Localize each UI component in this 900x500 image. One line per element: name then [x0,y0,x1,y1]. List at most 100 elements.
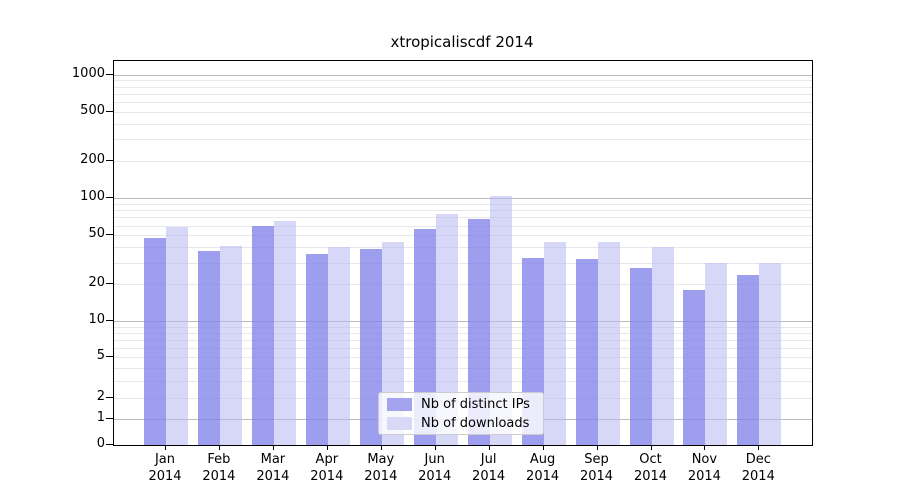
y-tick-mark-2 [106,396,113,398]
x-tick-month: Oct [639,452,662,467]
bar-downloads-sep [597,242,620,445]
minor-gridline-3 [114,381,812,382]
legend: Nb of distinct IPs Nb of downloads [378,392,544,435]
x-tick-month: Mar [260,452,286,467]
minor-gridline-700 [114,93,812,95]
bar-downloads-jan [166,227,188,445]
minor-gridline-20 [114,284,812,286]
minor-gridline-300 [114,139,812,141]
y-tick-label-500: 500 [80,102,105,118]
x-tick-mark-jan [165,445,166,450]
minor-gridline-7 [114,339,812,341]
x-tick-label-jul: Jul 2014 [459,451,519,485]
y-tick-mark-1 [106,418,113,420]
bar-ips-feb [197,251,220,445]
bar-downloads-nov [705,262,728,445]
x-tick-year: 2014 [633,469,668,484]
x-tick-month: Jul [480,452,497,467]
minor-gridline-70 [114,217,812,219]
y-tick-mark-0 [106,444,113,445]
legend-item-downloads: Nb of downloads [387,416,543,431]
x-tick-mark-may [380,445,382,450]
y-tick-label-10: 10 [88,312,105,328]
x-tick-year: 2014 [364,469,398,484]
minor-gridline-5 [114,356,812,358]
x-tick-month: Feb [207,452,231,467]
minor-gridline-400 [114,123,812,125]
x-tick-mark-jun [434,445,436,450]
x-tick-label-feb: Feb 2014 [189,451,249,485]
bar-downloads-feb [219,245,242,445]
x-tick-label-jun: Jun 2014 [405,451,465,485]
x-tick-label-mar: Mar 2014 [243,451,303,485]
x-tick-mark-oct [650,445,652,450]
x-tick-label-aug: Aug 2014 [513,451,573,485]
x-tick-label-may: May 2014 [351,451,411,485]
y-tick-label-1000: 1000 [71,65,105,81]
bar-ips-sep [575,259,598,445]
y-tick-label-0: 0 [96,436,105,451]
y-tick-mark-50 [106,234,113,236]
bar-downloads-oct [651,247,674,445]
x-tick-month: May [367,452,395,467]
bar-ips-mar [251,225,274,445]
bar-downloads-jun [435,213,458,445]
x-tick-year: 2014 [526,469,560,484]
plot-area [113,60,813,446]
major-gridline-1000 [114,74,812,76]
x-tick-mark-nov [704,445,706,450]
bar-ips-jan [144,237,166,445]
chart-title: xtropicaliscdf 2014 [390,33,534,51]
y-tick-mark-200 [106,160,113,161]
minor-gridline-60 [114,225,812,227]
x-tick-year: 2014 [579,469,614,484]
y-tick-label-50: 50 [88,226,105,242]
minor-gridline-30 [114,262,812,264]
x-tick-label-nov: Nov 2014 [674,451,734,485]
minor-gridline-200 [114,161,812,162]
x-tick-month: Aug [529,452,556,467]
x-tick-mark-dec [758,445,760,450]
x-tick-year: 2014 [418,469,452,484]
y-tick-label-5: 5 [96,347,105,363]
y-tick-mark-20 [106,283,113,285]
minor-gridline-500 [114,111,812,113]
x-tick-year: 2014 [202,469,236,484]
minor-gridline-900 [114,80,812,82]
minor-gridline-90 [114,203,812,205]
minor-gridline-6 [114,347,812,349]
bar-downloads-jul [489,195,512,445]
x-tick-label-oct: Oct 2014 [621,451,681,485]
x-tick-year: 2014 [310,469,344,484]
y-tick-mark-10 [106,320,113,322]
minor-gridline-40 [114,247,812,249]
bar-downloads-mar [273,221,296,445]
x-tick-label-dec: Dec 2014 [728,451,788,485]
x-tick-mark-apr [326,445,328,450]
legend-label-downloads: Nb of downloads [421,415,530,431]
minor-gridline-9 [114,326,812,328]
x-tick-year: 2014 [472,469,506,484]
x-tick-month: Apr [315,452,339,467]
bar-ips-apr [305,254,328,445]
y-tick-label-200: 200 [80,152,105,167]
minor-gridline-50 [114,235,812,237]
bar-ips-dec [737,274,760,445]
major-gridline-10 [114,321,812,323]
legend-swatch-downloads [387,416,412,430]
bar-ips-jun [413,229,436,445]
legend-item-ips: Nb of distinct IPs [387,397,543,412]
x-tick-year: 2014 [687,469,721,484]
minor-gridline-8 [114,332,812,334]
bar-ips-nov [683,289,706,445]
y-tick-label-20: 20 [88,275,105,291]
x-tick-month: Nov [691,452,718,467]
x-tick-label-jan: Jan 2014 [135,451,195,485]
bar-downloads-aug [543,242,566,445]
minor-gridline-4 [114,367,812,369]
bar-downloads-apr [327,247,350,445]
y-tick-mark-100 [106,197,113,199]
major-gridline-100 [114,198,812,200]
y-tick-mark-500 [106,110,113,112]
